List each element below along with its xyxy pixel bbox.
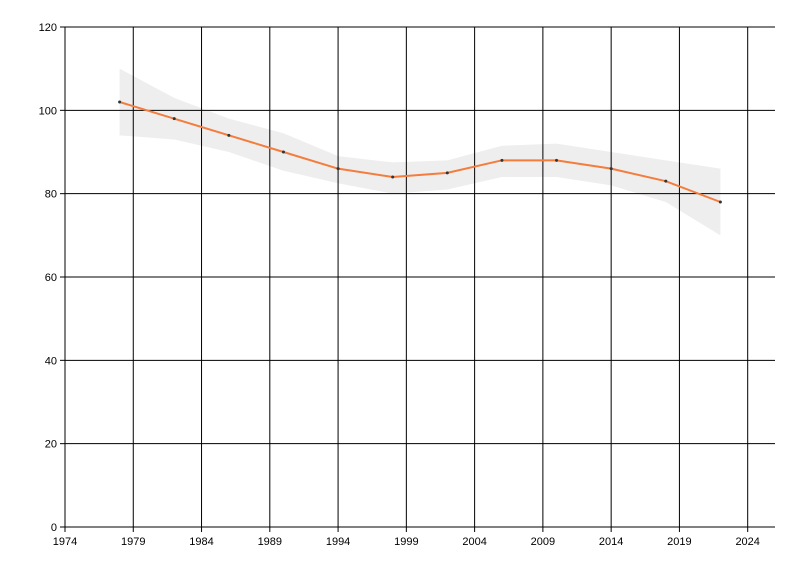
x-tick-label: 2009 [531, 536, 555, 548]
x-tick-label: 2014 [599, 536, 623, 548]
data-point [336, 167, 340, 171]
x-tick-label: 1989 [258, 536, 282, 548]
x-tick-label: 2019 [667, 536, 691, 548]
data-point [227, 133, 231, 137]
data-point [664, 179, 668, 183]
x-tick-label: 1994 [326, 536, 350, 548]
x-tick-label: 1999 [394, 536, 418, 548]
y-tick-label: 120 [39, 22, 57, 34]
x-tick-label: 2004 [462, 536, 486, 548]
x-tick-label: 1984 [189, 536, 213, 548]
data-point [391, 175, 395, 179]
x-tick-label: 1974 [53, 536, 77, 548]
data-point [555, 158, 559, 162]
y-tick-label: 60 [45, 272, 57, 284]
data-point [445, 171, 449, 175]
data-point [172, 117, 176, 121]
y-tick-label: 40 [45, 355, 57, 367]
y-tick-label: 20 [45, 439, 57, 451]
data-point [500, 158, 504, 162]
data-line [119, 101, 721, 203]
data-point [609, 167, 613, 171]
data-point [118, 100, 122, 104]
y-tick-label: 80 [45, 189, 57, 201]
confidence-band [119, 68, 721, 236]
data-point [281, 150, 285, 154]
x-tick-label: 2024 [735, 536, 759, 548]
y-tick-label: 0 [51, 522, 57, 534]
x-tick-label: 1979 [121, 536, 145, 548]
y-tick-label: 100 [39, 105, 57, 117]
data-point [718, 200, 722, 204]
